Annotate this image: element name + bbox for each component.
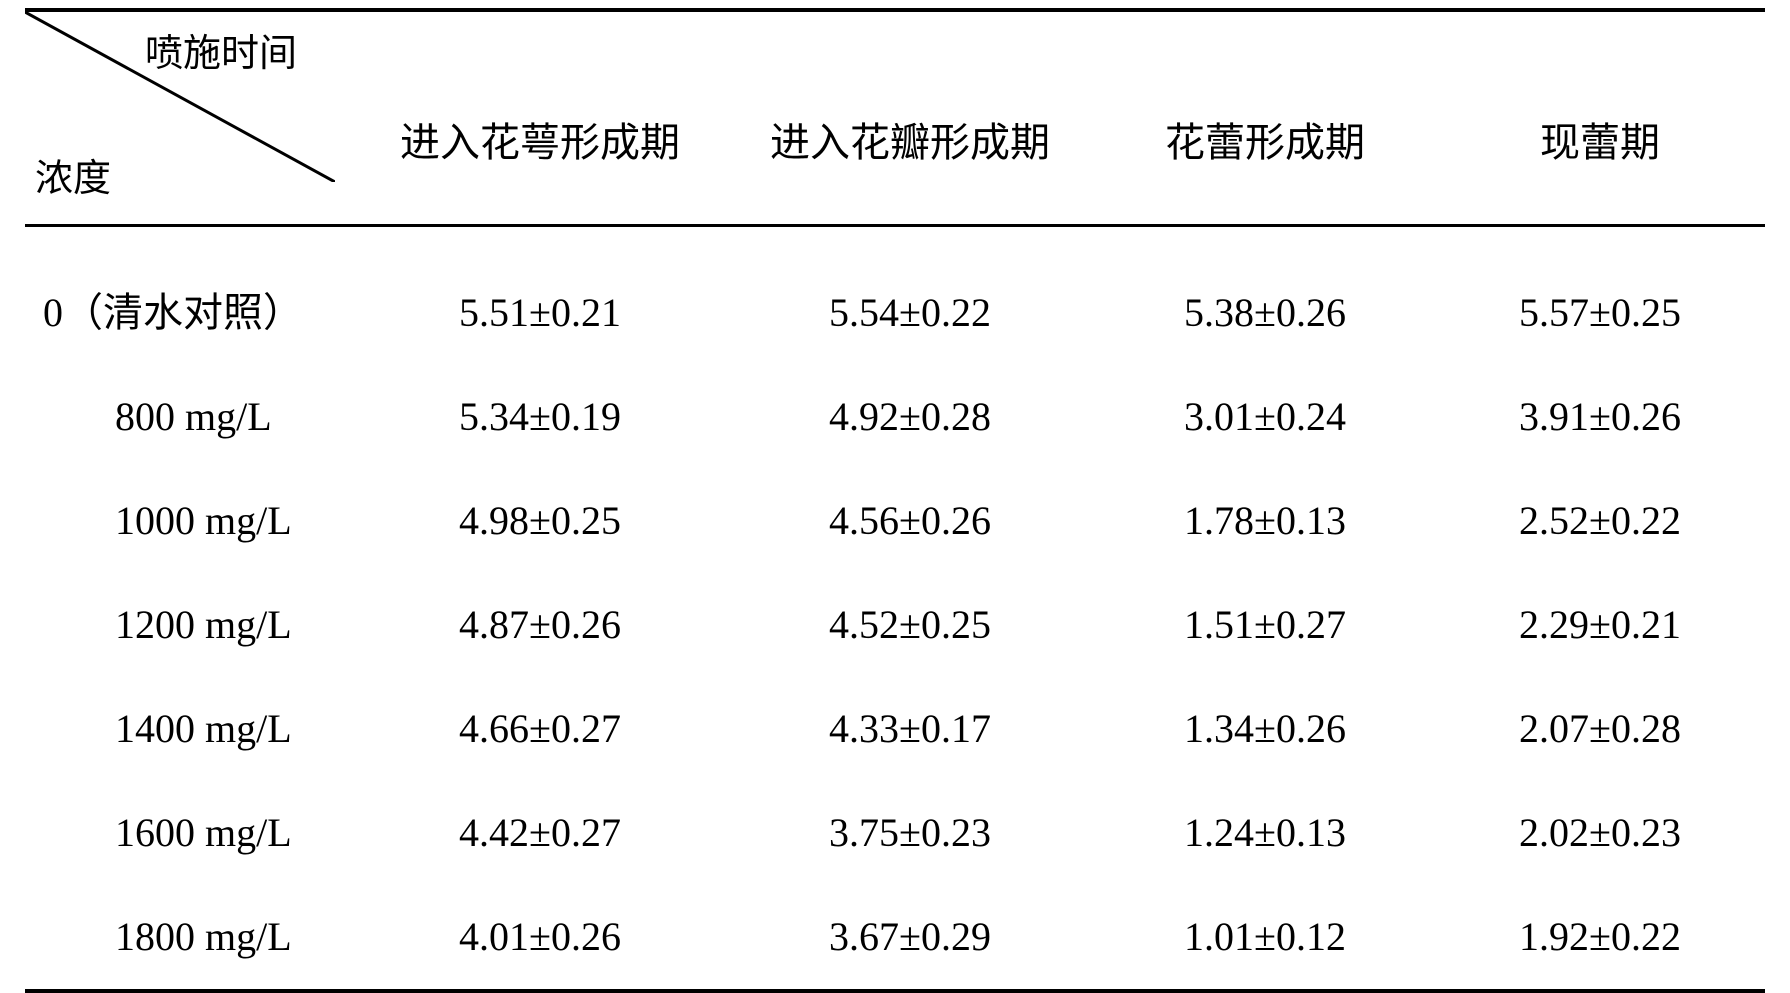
row-label: 1400 mg/L xyxy=(25,677,355,781)
cell-value: 4.01±0.26 xyxy=(355,885,725,991)
cell-value: 1.34±0.26 xyxy=(1095,677,1435,781)
table-row: 1000 mg/L 4.98±0.25 4.56±0.26 1.78±0.13 … xyxy=(25,469,1765,573)
table-row: 1600 mg/L 4.42±0.27 3.75±0.23 1.24±0.13 … xyxy=(25,781,1765,885)
column-header: 现蕾期 xyxy=(1435,10,1765,226)
cell-value: 1.01±0.12 xyxy=(1095,885,1435,991)
table-row: 1200 mg/L 4.87±0.26 4.52±0.25 1.51±0.27 … xyxy=(25,573,1765,677)
table-midrule xyxy=(25,226,1765,262)
cell-value: 3.01±0.24 xyxy=(1095,365,1435,469)
row-label: 1200 mg/L xyxy=(25,573,355,677)
table-row: 1400 mg/L 4.66±0.27 4.33±0.17 1.34±0.26 … xyxy=(25,677,1765,781)
cell-value: 1.78±0.13 xyxy=(1095,469,1435,573)
cell-value: 3.67±0.29 xyxy=(725,885,1095,991)
cell-value: 5.34±0.19 xyxy=(355,365,725,469)
row-label: 1800 mg/L xyxy=(25,885,355,991)
column-header: 花蕾形成期 xyxy=(1095,10,1435,226)
cell-value: 2.07±0.28 xyxy=(1435,677,1765,781)
row-label: 800 mg/L xyxy=(25,365,355,469)
cell-value: 1.92±0.22 xyxy=(1435,885,1765,991)
cell-value: 4.66±0.27 xyxy=(355,677,725,781)
data-table: 喷施时间 浓度 进入花萼形成期 进入花瓣形成期 花蕾形成期 现蕾期 0（清水对照… xyxy=(25,8,1765,993)
row-label: 1000 mg/L xyxy=(25,469,355,573)
cell-value: 4.56±0.26 xyxy=(725,469,1095,573)
column-header: 进入花瓣形成期 xyxy=(725,10,1095,226)
cell-value: 4.33±0.17 xyxy=(725,677,1095,781)
cell-value: 4.92±0.28 xyxy=(725,365,1095,469)
cell-value: 1.51±0.27 xyxy=(1095,573,1435,677)
diagonal-header-bottom: 浓度 xyxy=(35,147,111,202)
table-header-row: 喷施时间 浓度 进入花萼形成期 进入花瓣形成期 花蕾形成期 现蕾期 xyxy=(25,10,1765,226)
cell-value: 4.52±0.25 xyxy=(725,573,1095,677)
row-label: 1600 mg/L xyxy=(25,781,355,885)
cell-value: 3.91±0.26 xyxy=(1435,365,1765,469)
cell-value: 5.51±0.21 xyxy=(355,261,725,365)
row-label: 0（清水对照） xyxy=(25,261,355,365)
cell-value: 3.75±0.23 xyxy=(725,781,1095,885)
cell-value: 5.57±0.25 xyxy=(1435,261,1765,365)
cell-value: 5.54±0.22 xyxy=(725,261,1095,365)
diagonal-header-cell: 喷施时间 浓度 xyxy=(25,10,355,226)
cell-value: 1.24±0.13 xyxy=(1095,781,1435,885)
cell-value: 4.87±0.26 xyxy=(355,573,725,677)
cell-value: 5.38±0.26 xyxy=(1095,261,1435,365)
table-row: 0（清水对照） 5.51±0.21 5.54±0.22 5.38±0.26 5.… xyxy=(25,261,1765,365)
cell-value: 2.02±0.23 xyxy=(1435,781,1765,885)
cell-value: 2.52±0.22 xyxy=(1435,469,1765,573)
table-row: 1800 mg/L 4.01±0.26 3.67±0.29 1.01±0.12 … xyxy=(25,885,1765,991)
column-header: 进入花萼形成期 xyxy=(355,10,725,226)
table-row: 800 mg/L 5.34±0.19 4.92±0.28 3.01±0.24 3… xyxy=(25,365,1765,469)
cell-value: 4.98±0.25 xyxy=(355,469,725,573)
diagonal-header-top: 喷施时间 xyxy=(145,22,297,77)
cell-value: 4.42±0.27 xyxy=(355,781,725,885)
cell-value: 2.29±0.21 xyxy=(1435,573,1765,677)
